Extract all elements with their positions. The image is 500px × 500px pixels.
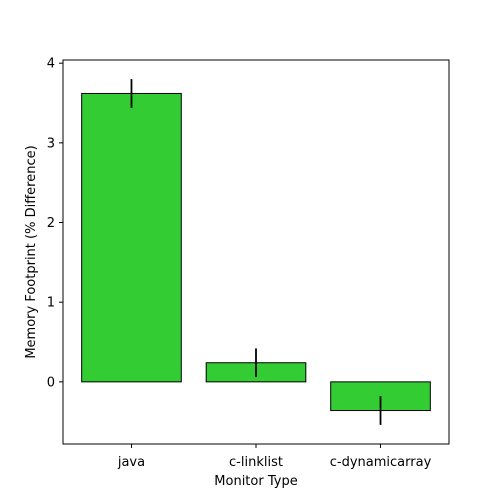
y-tick-label: 0 (47, 375, 55, 390)
bar-java (81, 92, 182, 383)
bars-layer (81, 92, 431, 412)
y-tick-label: 1 (47, 296, 55, 311)
y-tick-label: 4 (47, 57, 55, 72)
y-tick-label: 2 (47, 216, 55, 231)
x-axis-label: Monitor Type (214, 474, 297, 489)
error-bars-layer (130, 79, 382, 425)
x-tick-label: c-dynamicarray (330, 455, 432, 470)
y-axis-label: Memory Footprint (% Difference) (24, 145, 39, 358)
x-tick-label: c-linklist (229, 455, 283, 470)
y-axis: 0 1 2 3 4 (47, 57, 63, 390)
y-tick-label: 3 (47, 136, 55, 151)
x-tick-label: java (117, 455, 145, 470)
x-axis: java c-linklist c-dynamicarray (117, 444, 432, 470)
